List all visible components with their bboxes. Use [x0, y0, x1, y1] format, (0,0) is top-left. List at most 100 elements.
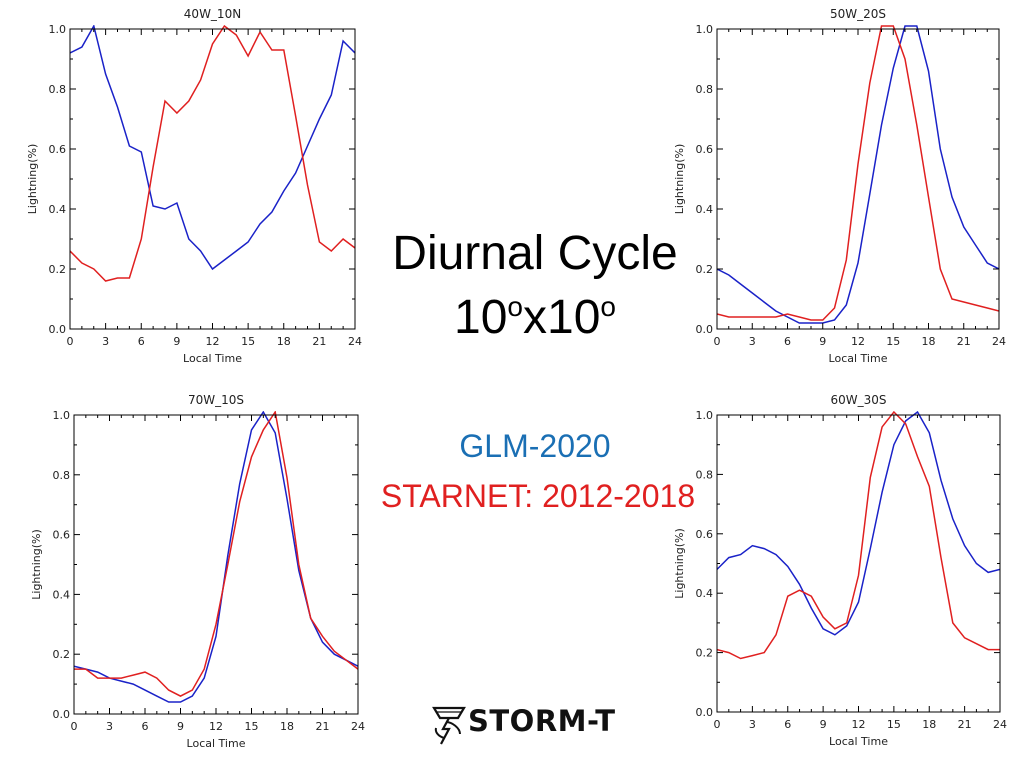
chart1-ytick-label: 0.6	[49, 143, 67, 156]
chart4-xtick-label: 24	[993, 718, 1007, 731]
storm-t-logo-icon	[432, 706, 466, 745]
glm-legend-label: GLM-2020	[459, 428, 611, 464]
chart3-xtick-label: 9	[177, 720, 184, 733]
chart2-ytick-label: 0.4	[696, 203, 714, 216]
chart-panel-70w-10s: 70W_10S 0 3 6 9 12 15 18 21 24 0.0 0.2 0.4 0.6 0.8 1.0 L…	[30, 393, 365, 750]
chart1-series-starnet-line	[70, 25, 355, 282]
chart2-xtick-label: 12	[851, 335, 865, 348]
chart1-title: 40W_10N	[184, 7, 241, 21]
chart4-xtick-label: 15	[887, 718, 901, 731]
chart1-xtick-label: 18	[277, 335, 291, 348]
chart2-ytick-label: 0.0	[696, 323, 714, 336]
chart2-xtick-label: 18	[922, 335, 936, 348]
chart2-xlabel: Local Time	[829, 352, 888, 365]
chart4-xtick-label: 18	[922, 718, 936, 731]
chart3-xtick-label: 3	[106, 720, 113, 733]
chart4-ytick-label: 0.0	[696, 706, 714, 719]
chart4-ytick-label: 0.8	[696, 468, 714, 481]
storm-t-logo: STORM-T	[432, 702, 622, 752]
chart3-title: 70W_10S	[188, 393, 244, 407]
chart3-ytick-label: 0.4	[53, 588, 71, 601]
chart3-series-glm-line	[74, 411, 358, 703]
chart1-ytick-label: 0.0	[49, 323, 67, 336]
chart1-ytick-label: 1.0	[49, 23, 67, 36]
chart2-xtick-label: 21	[957, 335, 971, 348]
chart3-ytick-label: 0.6	[53, 529, 71, 542]
chart3-series-starnet-line	[74, 411, 358, 697]
chart3-ytick-label: 0.2	[53, 648, 71, 661]
chart-panel-50w-20s: 50W_20S 0 3 6 9 12 15 18 21 24 0.0 0.2 0.4 0.6 0.8 1.0 L…	[673, 7, 1006, 365]
chart1-plot-frame	[69, 28, 356, 330]
chart1-xlabel: Local Time	[183, 352, 242, 365]
chart1-series-glm-line	[70, 25, 355, 271]
chart2-ytick-label: 0.6	[696, 143, 714, 156]
starnet-legend-label: STARNET: 2012-2018	[380, 478, 696, 514]
chart2-ytick-label: 0.8	[696, 83, 714, 96]
chart4-xtick-label: 9	[820, 718, 827, 731]
chart4-ytick-label: 1.0	[696, 409, 714, 422]
chart3-xtick-label: 0	[71, 720, 78, 733]
chart3-xtick-label: 6	[142, 720, 149, 733]
chart3-xtick-label: 18	[280, 720, 294, 733]
chart2-ylabel: Lightning(%)	[673, 144, 686, 214]
chart3-xlabel: Local Time	[187, 737, 246, 750]
resolution-num2: 10	[547, 291, 601, 344]
chart2-xtick-label: 9	[819, 335, 826, 348]
chart4-plot-frame	[716, 414, 1001, 713]
chart2-ytick-label: 0.2	[696, 263, 714, 276]
chart2-series-glm-line	[717, 25, 999, 324]
chart4-xtick-label: 0	[714, 718, 721, 731]
chart4-ytick-label: 0.2	[696, 647, 714, 660]
chart3-xtick-label: 24	[351, 720, 365, 733]
chart1-ytick-label: 0.8	[49, 83, 67, 96]
chart4-ytick-label: 0.4	[696, 587, 714, 600]
resolution-x: x	[523, 291, 547, 344]
chart1-xtick-label: 21	[312, 335, 326, 348]
chart4-ylabel: Lightning(%)	[673, 528, 686, 598]
chart2-xtick-label: 6	[784, 335, 791, 348]
chart3-xtick-label: 15	[245, 720, 259, 733]
chart1-xtick-label: 24	[348, 335, 362, 348]
storm-t-logo-text: STORM-T	[468, 704, 616, 738]
chart1-ylabel: Lightning(%)	[26, 144, 39, 214]
chart4-title: 60W_30S	[830, 393, 886, 407]
chart-panel-40w-10n: 40W_10N 0 3 6 9 12 15 18 21 24 0.0 0.2 0.4 0.6 0.8 1.0 L…	[26, 7, 362, 365]
chart2-plot-frame	[716, 28, 1000, 330]
chart1-ytick-label: 0.4	[49, 203, 67, 216]
chart3-ytick-label: 1.0	[53, 409, 71, 422]
chart1-xtick-label: 15	[241, 335, 255, 348]
main-title: Diurnal Cycle	[392, 227, 678, 280]
chart4-xlabel: Local Time	[829, 735, 888, 748]
chart1-xtick-label: 3	[102, 335, 109, 348]
chart2-series-starnet-line	[717, 25, 999, 321]
chart2-xtick-label: 24	[992, 335, 1006, 348]
chart2-ytick-label: 1.0	[696, 23, 714, 36]
chart4-series-glm-line	[717, 411, 1000, 636]
chart3-plot-frame	[73, 414, 359, 715]
chart-panel-60w-30s: 60W_30S 0 3 6 9 12 15 18 21 24 0.0 0.2 0.4 0.6 0.8 1.0 L…	[673, 393, 1007, 748]
chart3-xtick-label: 12	[209, 720, 223, 733]
chart1-ytick-label: 0.2	[49, 263, 67, 276]
chart1-xtick-label: 6	[138, 335, 145, 348]
chart1-xtick-label: 9	[173, 335, 180, 348]
chart2-xtick-label: 0	[714, 335, 721, 348]
chart2-xtick-label: 15	[886, 335, 900, 348]
resolution-num1: 10	[454, 291, 508, 344]
chart4-xtick-label: 6	[784, 718, 791, 731]
chart3-ytick-label: 0.0	[53, 708, 71, 721]
chart1-xtick-label: 12	[206, 335, 220, 348]
chart3-ytick-label: 0.8	[53, 469, 71, 482]
degree-sup2: o	[600, 291, 616, 322]
chart3-ylabel: Lightning(%)	[30, 529, 43, 599]
degree-sup1: o	[507, 291, 523, 322]
chart2-xtick-label: 3	[749, 335, 756, 348]
chart2-title: 50W_20S	[830, 7, 886, 21]
resolution-label: 10ox10o	[360, 290, 710, 345]
chart4-xtick-label: 12	[852, 718, 866, 731]
chart3-xtick-label: 21	[316, 720, 330, 733]
chart4-ytick-label: 0.6	[696, 528, 714, 541]
chart4-xtick-label: 21	[958, 718, 972, 731]
chart4-series-starnet-line	[717, 411, 1000, 660]
chart1-xtick-label: 0	[67, 335, 74, 348]
chart4-xtick-label: 3	[749, 718, 756, 731]
